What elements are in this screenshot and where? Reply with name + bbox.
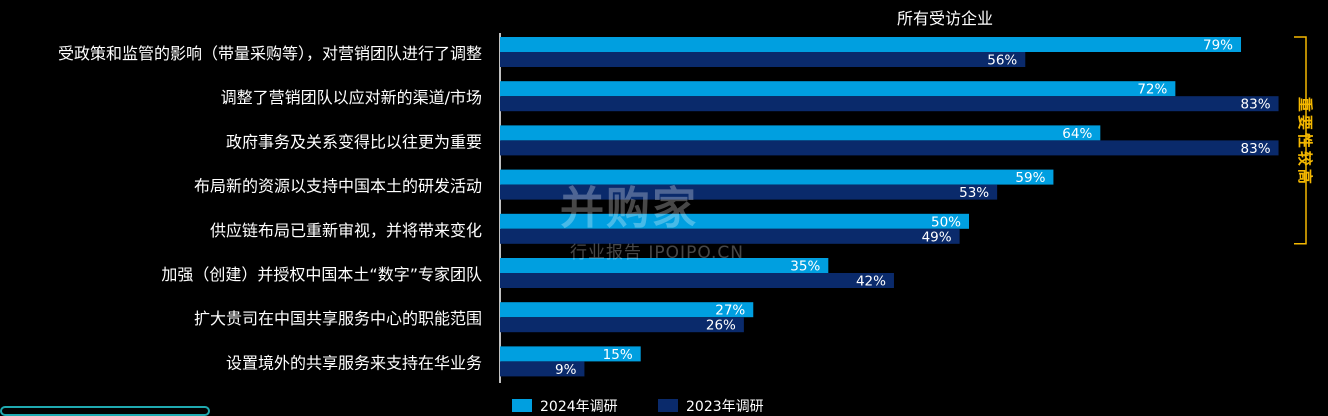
svg-text:较: 较 [1296,151,1314,166]
bar-2023 [500,228,960,244]
bottom-decoration [0,406,210,416]
data-label: 64% [1062,126,1092,142]
svg-text:要: 要 [1296,115,1314,130]
data-label: 53% [959,185,989,201]
category-label: 调整了营销团队以应对新的渠道/市场 [221,88,482,107]
annotation-bracket [1294,36,1307,245]
svg-text:高: 高 [1296,169,1314,184]
bar-2023 [500,140,1279,156]
svg-text:性: 性 [1296,133,1314,148]
chart-title: 所有受访企业 [897,9,993,28]
data-label: 72% [1137,82,1167,98]
legend-swatch [512,399,532,412]
category-label: 设置境外的共享服务来支持在华业务 [226,353,482,372]
svg-text:重: 重 [1296,97,1314,112]
category-label: 加强（创建）并授权中国本土“数字”专家团队 [161,265,482,284]
bar-2023 [500,52,1026,67]
data-label: 79% [1203,38,1233,54]
bar-2024 [500,125,1101,141]
bar-2023 [500,184,998,200]
legend-label: 2024年调研 [540,399,618,412]
data-label: 49% [922,229,952,245]
bar-2023 [500,361,585,377]
bar-2024 [500,346,641,362]
bar-2023 [500,96,1279,112]
bar-2024 [500,81,1176,97]
bar-2023 [500,273,894,288]
data-label: 26% [706,318,736,334]
legend-swatch [658,399,678,412]
bar-2024 [500,37,1242,52]
category-label: 布局新的资源以支持中国本土的研发活动 [194,177,482,196]
data-label: 59% [1015,170,1045,186]
bar-2024 [500,169,1054,185]
category-label: 供应链布局已重新审视，并将带来变化 [210,221,482,240]
data-label: 83% [1241,97,1271,113]
data-label: 9% [555,362,577,378]
data-label: 42% [856,274,886,290]
category-label: 受政策和监管的影响（带量采购等），对营销团队进行了调整 [58,44,482,63]
data-label: 35% [790,259,820,275]
data-label: 50% [931,214,961,230]
legend-label: 2023年调研 [686,399,764,412]
data-label: 15% [603,347,633,363]
data-label: 27% [715,303,745,319]
category-label: 政府事务及关系变得比以往更为重要 [226,132,482,151]
data-label: 83% [1241,141,1271,157]
bar-2024 [500,213,969,229]
bar-2024 [500,302,754,318]
bar-2023 [500,317,744,333]
category-label: 扩大贵司在中国共享服务中心的职能范围 [194,309,482,328]
bar-2024 [500,258,829,273]
data-label: 56% [987,53,1017,69]
